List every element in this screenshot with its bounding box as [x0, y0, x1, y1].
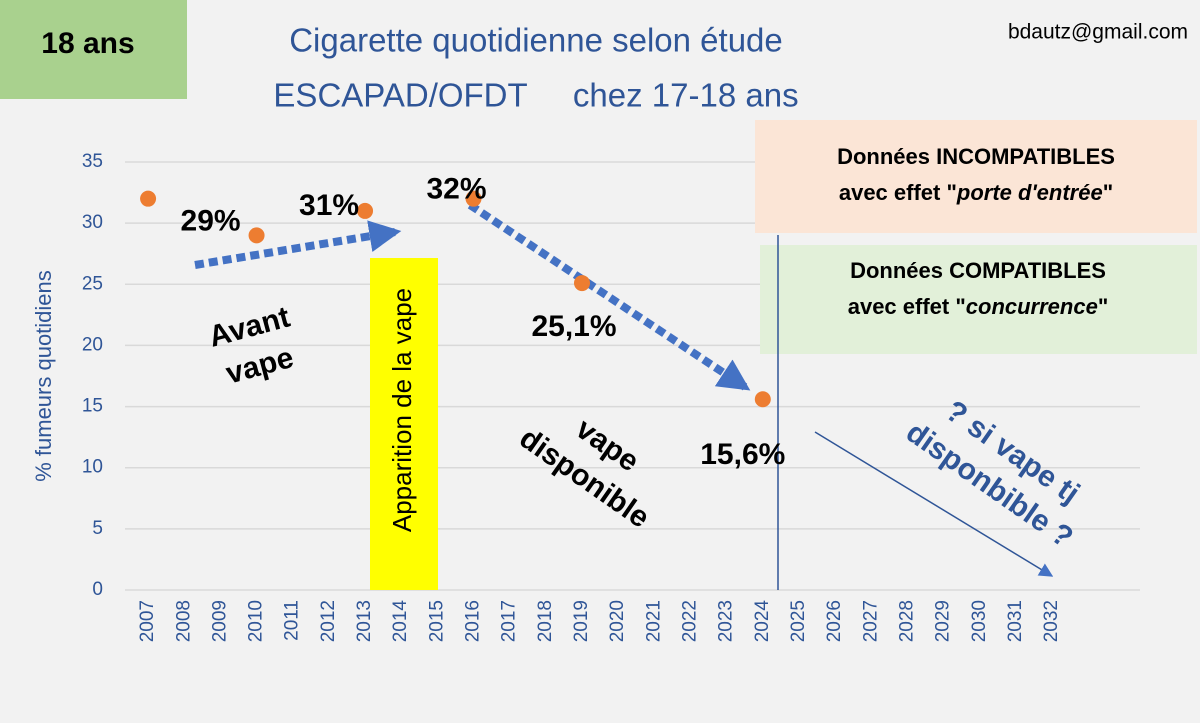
event-band — [370, 258, 438, 590]
x-tick-label: 2027 — [860, 600, 881, 642]
point — [140, 190, 157, 207]
projection-arrow — [814, 431, 1054, 577]
data-label: 31% — [299, 189, 359, 222]
x-tick-label: 2020 — [607, 600, 628, 642]
point — [357, 202, 374, 219]
box-text: porte d'entrée — [956, 180, 1103, 205]
box-text: " — [1098, 294, 1108, 319]
box-text: " — [1103, 180, 1113, 205]
x-tick-label: 2026 — [824, 600, 845, 642]
y-tick-label: 30 — [82, 212, 103, 233]
x-tick-label: 2017 — [499, 600, 520, 642]
data-label: 32% — [426, 173, 486, 206]
box-line: Données INCOMPATIBLES — [837, 144, 1115, 169]
box-text: Données INCOMPATIBLES — [837, 144, 1115, 169]
x-tick-label: 2013 — [354, 600, 375, 642]
x-tick-label: 2019 — [571, 600, 592, 642]
chart-title: Cigarette quotidienne selon étude — [289, 22, 783, 59]
data-label: 29% — [181, 204, 241, 237]
compatible-box — [760, 245, 1197, 354]
box-text: avec effet " — [839, 180, 957, 205]
x-tick-label: 2025 — [788, 600, 809, 642]
x-tick-label: 2011 — [282, 600, 303, 641]
event-label: Apparition de la vape — [387, 288, 417, 532]
y-tick-label: 5 — [92, 518, 103, 539]
point — [465, 190, 482, 207]
y-axis-title: % fumeurs quotidiens — [31, 270, 56, 482]
y-tick-label: 20 — [82, 334, 103, 355]
x-tick-label: 2028 — [896, 600, 917, 642]
trend-arrow — [194, 220, 402, 269]
x-tick-label: 2009 — [209, 600, 230, 642]
incompatible-box — [755, 120, 1197, 233]
x-tick-label: 2031 — [1005, 600, 1026, 642]
x-tick-label: 2015 — [426, 600, 447, 642]
data-label: 25,1% — [531, 310, 616, 343]
x-tick-label: 2030 — [969, 600, 990, 642]
box-text: concurrence — [966, 294, 1098, 319]
x-tick-label: 2008 — [173, 600, 194, 642]
trend-arrow — [467, 201, 751, 391]
x-tick-label: 2032 — [1041, 600, 1062, 642]
chart-subtitle: ESCAPAD/OFDT chez 17-18 ans — [273, 77, 798, 114]
box-line: avec effet "porte d'entrée" — [839, 180, 1113, 205]
box-text: Données COMPATIBLES — [850, 258, 1106, 283]
x-tick-label: 2021 — [643, 600, 664, 642]
point — [248, 227, 265, 244]
y-tick-label: 10 — [82, 457, 103, 478]
badge: 18 ans — [41, 27, 134, 60]
x-tick-label: 2023 — [716, 600, 737, 642]
y-tick-label: 0 — [92, 579, 103, 600]
y-tick-label: 25 — [82, 273, 103, 294]
x-tick-label: 2022 — [679, 600, 700, 642]
x-tick-label: 2007 — [137, 600, 158, 642]
y-tick-label: 15 — [82, 396, 103, 417]
x-tick-label: 2024 — [752, 600, 773, 643]
box-line: Données COMPATIBLES — [850, 258, 1106, 283]
x-tick-label: 2029 — [933, 600, 954, 642]
x-tick-label: 2018 — [535, 600, 556, 642]
y-tick-label: 35 — [82, 151, 103, 172]
badge-box — [0, 0, 187, 99]
credit: bdautz@gmail.com — [1008, 21, 1188, 44]
x-tick-label: 2016 — [463, 600, 484, 642]
box-line: avec effet "concurrence" — [848, 294, 1109, 319]
data-label: 15,6% — [700, 438, 785, 471]
x-tick-label: 2010 — [246, 600, 267, 642]
point — [754, 391, 771, 408]
box-text: avec effet " — [848, 294, 966, 319]
x-tick-label: 2014 — [390, 600, 411, 643]
x-tick-label: 2012 — [318, 600, 339, 642]
point — [574, 275, 590, 292]
